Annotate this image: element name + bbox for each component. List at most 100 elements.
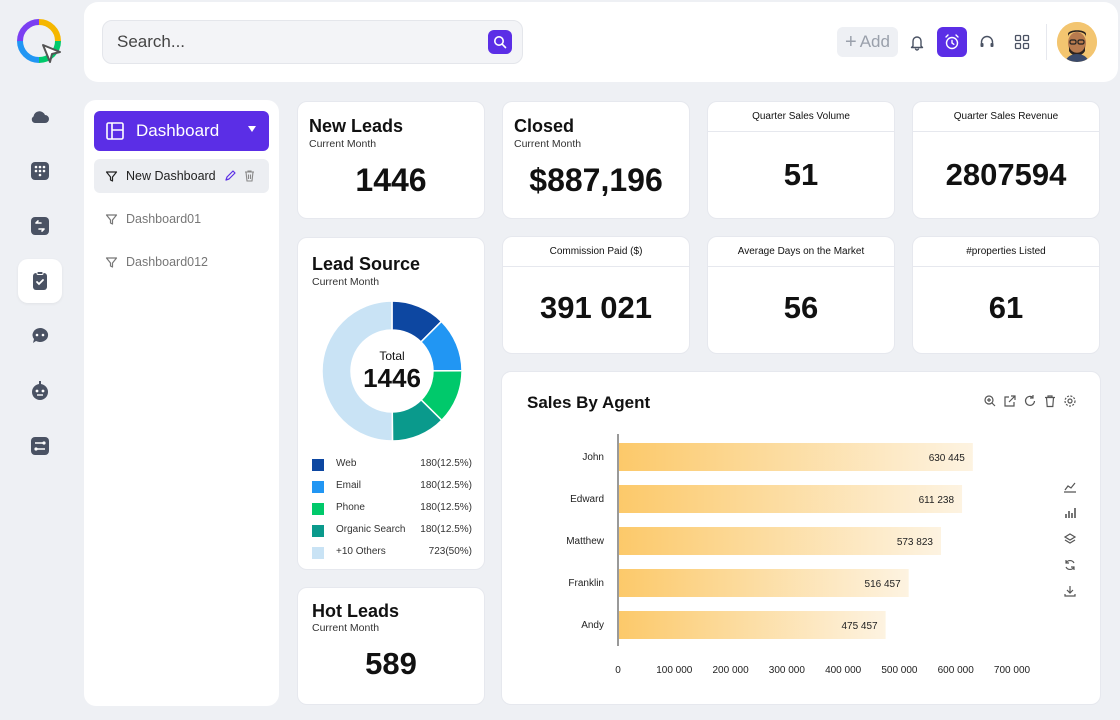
commission-paid-card: Commission Paid ($) 391 021: [502, 236, 690, 354]
dashboard-dropdown[interactable]: Dashboard: [94, 111, 269, 151]
user-avatar-icon: [1057, 22, 1097, 62]
alarm-button[interactable]: [937, 27, 967, 57]
x-tick-label: 300 000: [769, 665, 806, 676]
bar-matthew[interactable]: [619, 527, 941, 555]
x-tick-label: 500 000: [881, 665, 918, 676]
quarter-sales-revenue-card: Quarter Sales Revenue 2807594: [912, 101, 1100, 219]
layers-icon[interactable]: [1063, 532, 1077, 546]
zoom-in-icon[interactable]: [983, 394, 997, 408]
legend-item[interactable]: Web 180(12.5%): [312, 458, 472, 472]
headset-icon: [980, 35, 994, 47]
header-divider: [1046, 24, 1047, 60]
delete-icon[interactable]: [1043, 394, 1057, 408]
legend-value: 723(50%): [428, 546, 472, 557]
legend-label: +10 Others: [336, 546, 386, 557]
card-value: 2807594: [945, 157, 1067, 192]
quarter-sales-volume-card: Quarter Sales Volume 51: [707, 101, 895, 219]
card-subtitle: Current Month: [309, 138, 377, 150]
bar-john[interactable]: [619, 443, 973, 471]
workflow-icon: [31, 437, 49, 455]
x-tick-label: 100 000: [656, 665, 693, 676]
x-tick-label: 600 000: [938, 665, 975, 676]
left-rail: [0, 0, 80, 720]
legend-value: 180(12.5%): [420, 480, 472, 491]
legend-item[interactable]: Organic Search 180(12.5%): [312, 524, 472, 538]
average-days-card: Average Days on the Market 56: [707, 236, 895, 354]
plus-icon: +: [845, 31, 857, 53]
dashboard-item[interactable]: Dashboard012: [94, 245, 269, 279]
card-value: 1446: [355, 162, 427, 198]
rail-dialpad[interactable]: [18, 149, 62, 193]
legend-swatch: [312, 525, 324, 537]
card-title: #properties Listed: [913, 237, 1099, 267]
bar-franklin[interactable]: [619, 569, 909, 597]
support-button[interactable]: [972, 27, 1002, 57]
rail-workflow[interactable]: [18, 424, 62, 468]
x-tick-label: 0: [615, 665, 621, 676]
dashboard-dropdown-label: Dashboard: [136, 121, 220, 140]
category-label: Edward: [570, 494, 604, 505]
lead-source-donut: [322, 301, 462, 441]
switch-icon: [31, 217, 49, 235]
bar-chart-icon[interactable]: [1063, 506, 1077, 520]
card-title: Hot Leads: [312, 601, 400, 621]
card-value: 56: [783, 290, 819, 325]
legend-swatch: [312, 459, 324, 471]
search-input[interactable]: [117, 21, 477, 63]
card-title: Average Days on the Market: [708, 237, 894, 267]
legend-item[interactable]: +10 Others 723(50%): [312, 546, 472, 560]
filter-icon: [105, 170, 118, 182]
search-button[interactable]: [488, 30, 512, 54]
legend-value: 180(12.5%): [420, 524, 472, 535]
app-logo[interactable]: [16, 18, 62, 64]
dashboard-item[interactable]: New Dashboard: [94, 159, 269, 193]
rail-cloud[interactable]: [18, 94, 62, 138]
rail-clipboard[interactable]: [18, 259, 62, 303]
bar-value-label: 573 823: [897, 537, 934, 548]
rotate-icon[interactable]: [1063, 558, 1077, 572]
line-chart-icon[interactable]: [1063, 480, 1077, 494]
legend-item[interactable]: Phone 180(12.5%): [312, 502, 472, 516]
donut-slice--10-others[interactable]: [322, 301, 394, 441]
layout-icon: [106, 122, 124, 140]
bar-value-label: 630 445: [929, 453, 966, 464]
card-value: 391 021: [539, 290, 653, 325]
edit-icon[interactable]: [224, 169, 237, 182]
dashboard-panel: Dashboard New Dashboard Dashboard01 Dash…: [84, 100, 279, 706]
rail-switch[interactable]: [18, 204, 62, 248]
filter-icon: [105, 213, 118, 225]
x-tick-label: 400 000: [825, 665, 862, 676]
legend-swatch: [312, 503, 324, 515]
card-value: $887,196: [529, 162, 663, 198]
dialpad-icon: [31, 162, 49, 180]
card-title: Commission Paid ($): [503, 237, 689, 267]
avatar[interactable]: [1057, 22, 1097, 62]
chevron-down-icon: [248, 126, 256, 132]
add-button-label: Add: [859, 32, 890, 51]
trash-icon[interactable]: [243, 169, 256, 182]
legend-item[interactable]: Email 180(12.5%): [312, 480, 472, 494]
x-tick-label: 200 000: [712, 665, 749, 676]
open-external-icon[interactable]: [1003, 394, 1017, 408]
download-icon[interactable]: [1063, 584, 1077, 598]
dashboard-item-label: New Dashboard: [126, 169, 216, 183]
apps-button[interactable]: [1007, 27, 1037, 57]
legend-swatch: [312, 547, 324, 559]
top-header: + Add: [84, 2, 1118, 82]
rail-robot[interactable]: [18, 369, 62, 413]
bar-andy[interactable]: [619, 611, 886, 639]
search-icon: [494, 36, 507, 49]
sales-by-agent-card: Sales By Agent John 630 445 Edward 611 238 M…: [501, 371, 1101, 705]
card-value: 589: [365, 646, 417, 681]
card-value: 61: [988, 290, 1024, 325]
bell-icon: [910, 36, 924, 51]
rail-chatbot[interactable]: [18, 314, 62, 358]
settings-icon[interactable]: [1063, 394, 1077, 408]
notifications-button[interactable]: [902, 27, 932, 57]
bar-value-label: 516 457: [865, 579, 902, 590]
refresh-icon[interactable]: [1023, 394, 1037, 408]
add-button[interactable]: + Add: [837, 27, 898, 57]
legend-label: Web: [336, 458, 357, 469]
bar-edward[interactable]: [619, 485, 963, 513]
dashboard-item[interactable]: Dashboard01: [94, 202, 269, 236]
